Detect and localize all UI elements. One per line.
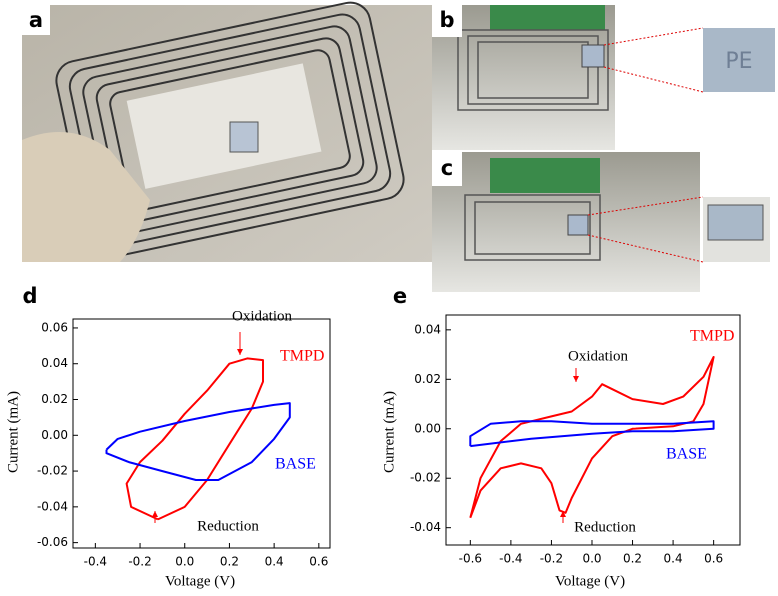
annotation: Oxidation: [568, 348, 628, 364]
y-tick-label: 0.02: [41, 392, 68, 406]
series-label: TMPD: [280, 348, 324, 365]
x-tick-label: -0.4: [84, 555, 107, 569]
plot-frame: [445, 314, 741, 546]
series-line: [469, 356, 715, 519]
y-tick-label: 0.00: [41, 428, 68, 442]
x-tick-label: -0.2: [540, 552, 563, 566]
photo-a: [22, 1, 432, 262]
x-tick-label: 0.0: [175, 555, 194, 569]
series-label: TMPD: [690, 328, 734, 345]
series-label: BASE: [666, 446, 707, 463]
x-axis-label: Voltage (V): [165, 573, 235, 589]
inset-text: PE: [725, 49, 752, 74]
y-tick-label: 0.06: [41, 320, 68, 334]
panel-label: c: [441, 156, 453, 180]
photo-b: [432, 5, 775, 150]
panel-label: a: [29, 8, 43, 32]
x-tick-label: 0.6: [309, 555, 328, 569]
x-tick-label: 0.6: [704, 552, 723, 566]
y-tick-label: 0.02: [414, 372, 441, 386]
series-line: [105, 402, 291, 481]
annotation: Oxidation: [232, 308, 292, 324]
y-tick-label: 0.04: [41, 356, 68, 370]
annotation: Reduction: [574, 519, 636, 535]
x-tick-label: 0.4: [664, 552, 683, 566]
y-tick-label: -0.02: [410, 471, 441, 485]
series-label: BASE: [275, 456, 316, 473]
x-tick-label: 0.2: [623, 552, 642, 566]
y-axis-label: Current (mA): [5, 391, 21, 473]
arrow-head: [237, 349, 243, 355]
y-tick-label: -0.04: [37, 499, 68, 513]
y-axis-label: Current (mA): [381, 391, 397, 473]
plot-frame: [72, 318, 331, 549]
series-line: [469, 420, 715, 448]
photo-c: [432, 152, 770, 292]
x-tick-label: 0.2: [220, 555, 239, 569]
x-tick-label: 0.4: [265, 555, 284, 569]
x-tick-label: -0.4: [499, 552, 522, 566]
panel-label: b: [439, 8, 454, 32]
annotation: Reduction: [197, 518, 259, 534]
series-line: [125, 357, 264, 521]
y-tick-label: -0.04: [410, 520, 441, 534]
x-axis-label: Voltage (V): [555, 573, 625, 589]
panel-label: d: [22, 284, 37, 308]
y-tick-label: 0.04: [414, 322, 441, 336]
y-tick-label: 0.00: [414, 421, 441, 435]
x-tick-label: 0.0: [582, 552, 601, 566]
x-tick-label: -0.2: [128, 555, 151, 569]
x-tick-label: -0.6: [459, 552, 482, 566]
y-tick-label: -0.02: [37, 464, 68, 478]
arrow-head: [573, 376, 579, 382]
arrow-head: [152, 511, 158, 517]
arrow-head: [560, 511, 566, 517]
panel-label: e: [393, 284, 407, 308]
y-tick-label: -0.06: [37, 535, 68, 549]
